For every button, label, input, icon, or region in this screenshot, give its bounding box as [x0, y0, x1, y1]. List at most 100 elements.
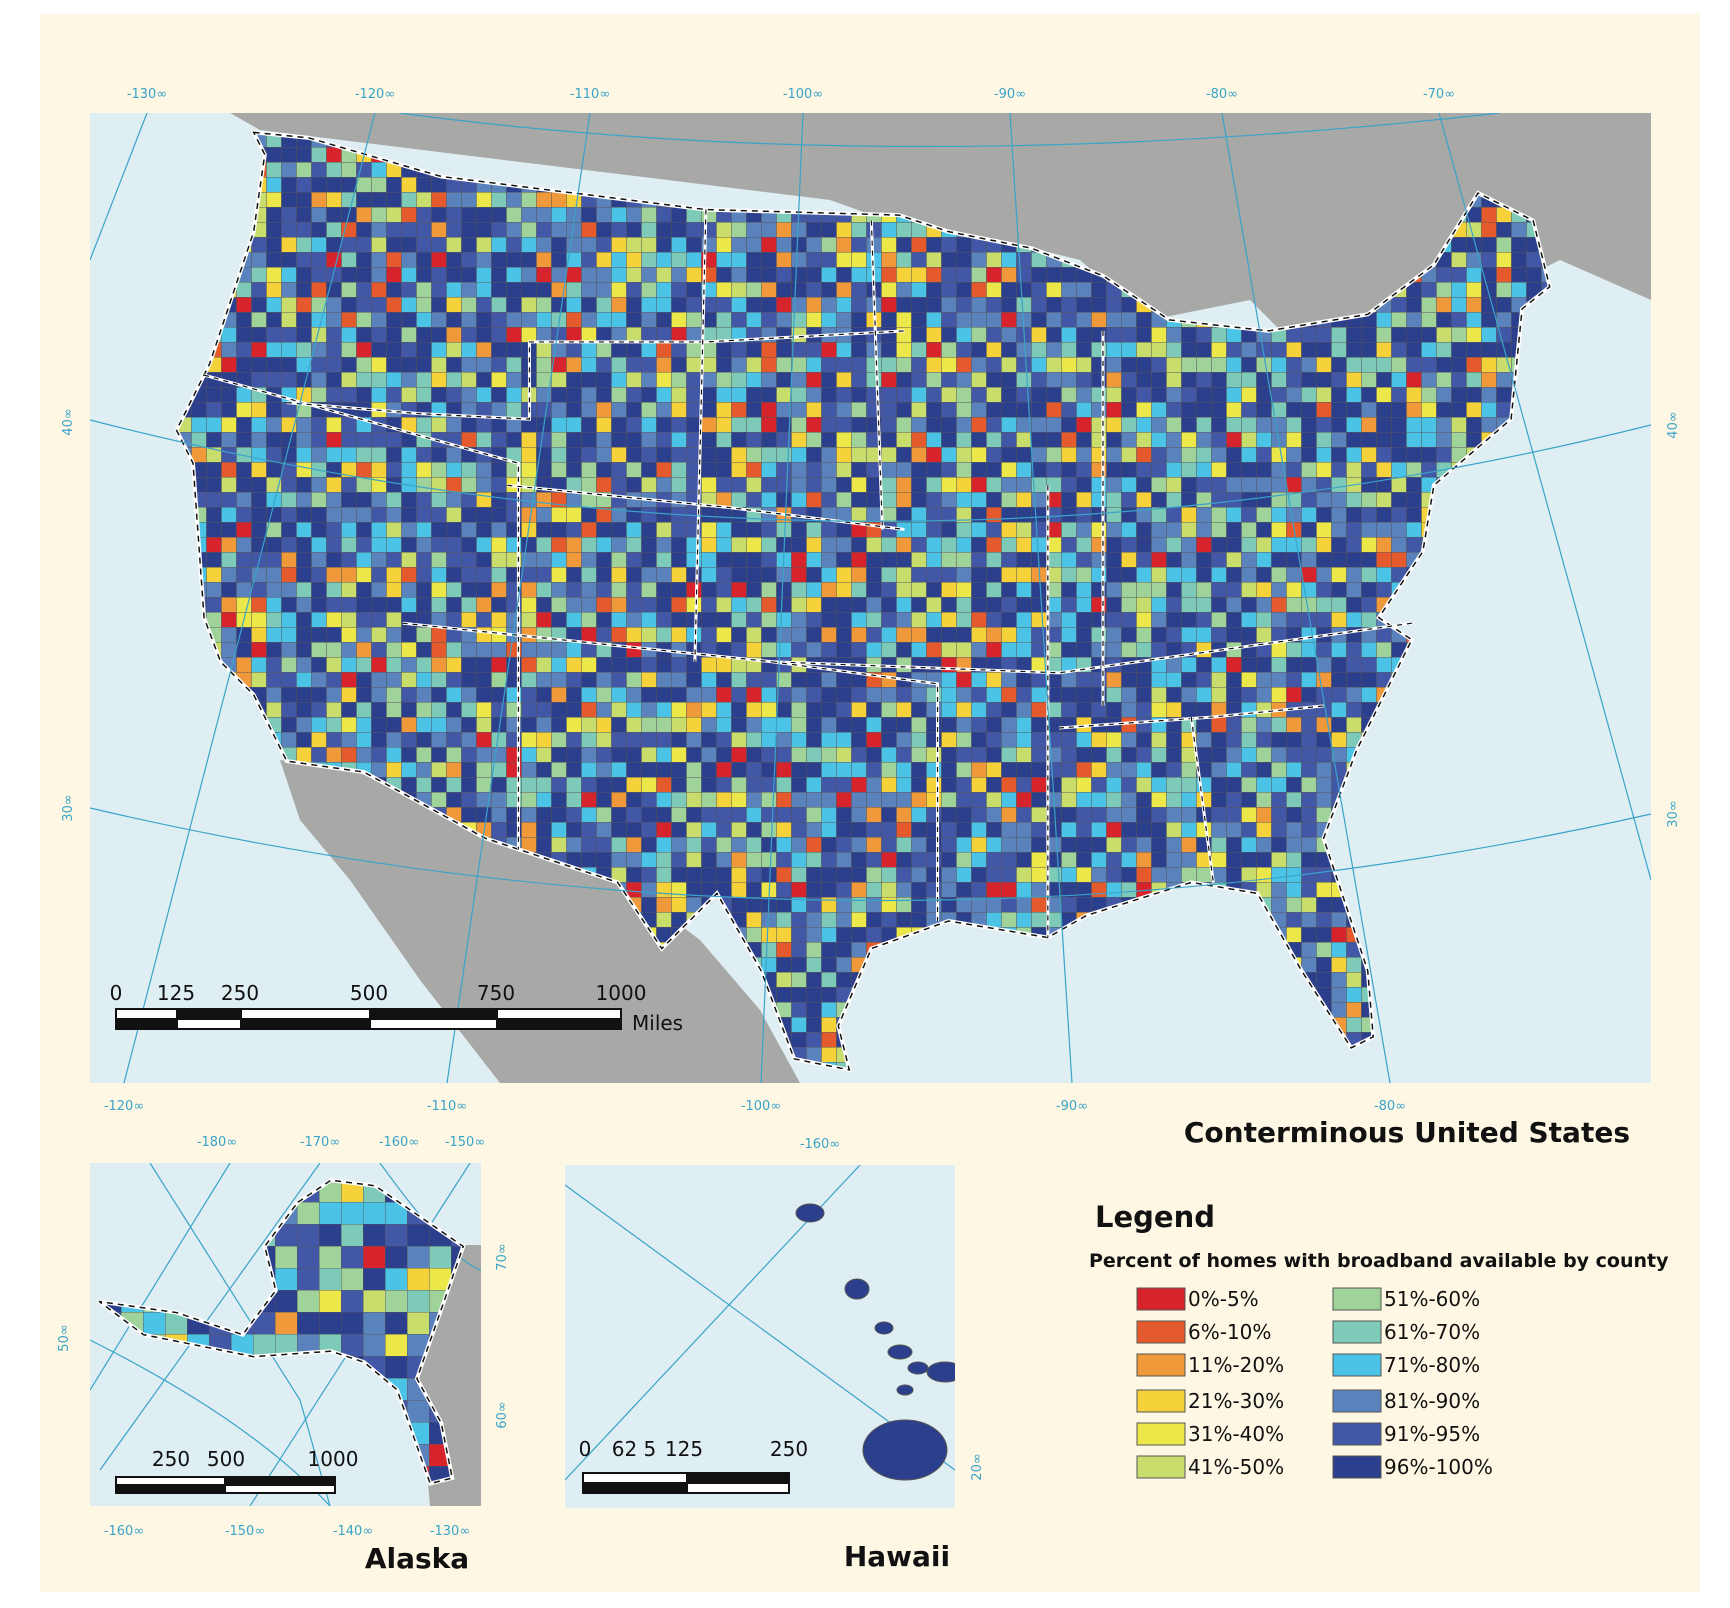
county	[1301, 507, 1317, 523]
county	[596, 747, 612, 763]
county	[911, 732, 927, 748]
county	[581, 267, 597, 283]
county	[656, 522, 672, 538]
county	[326, 252, 342, 268]
county	[416, 237, 432, 253]
county	[716, 867, 732, 883]
county	[1091, 312, 1107, 328]
county	[1376, 492, 1392, 508]
county	[836, 312, 852, 328]
county	[371, 312, 387, 328]
county	[1121, 312, 1137, 328]
county	[206, 567, 222, 583]
county	[791, 432, 807, 448]
county	[311, 417, 327, 433]
county	[731, 852, 747, 868]
county	[506, 372, 522, 388]
county	[821, 627, 837, 643]
county	[356, 672, 372, 688]
county	[1016, 582, 1032, 598]
county	[251, 417, 267, 433]
county	[446, 642, 462, 658]
county	[1031, 267, 1047, 283]
county	[1331, 567, 1347, 583]
county	[566, 762, 582, 778]
county	[791, 837, 807, 853]
county	[851, 747, 867, 763]
county	[401, 252, 417, 268]
county	[1391, 297, 1407, 313]
county	[881, 312, 897, 328]
county	[461, 762, 477, 778]
county	[1241, 747, 1257, 763]
county	[1121, 567, 1137, 583]
county	[1406, 387, 1422, 403]
county	[1331, 477, 1347, 493]
county	[821, 822, 837, 838]
county	[1001, 417, 1017, 433]
county	[851, 282, 867, 298]
county	[926, 747, 942, 763]
county	[581, 282, 597, 298]
county	[1286, 807, 1302, 823]
county	[221, 477, 237, 493]
county	[1301, 852, 1317, 868]
county	[746, 762, 762, 778]
county	[1031, 387, 1047, 403]
county	[701, 732, 717, 748]
county	[626, 222, 642, 238]
county	[386, 222, 402, 238]
county	[881, 822, 897, 838]
county	[1241, 792, 1257, 808]
county	[881, 627, 897, 643]
county	[1331, 372, 1347, 388]
county	[641, 612, 657, 628]
county	[611, 822, 627, 838]
county	[836, 852, 852, 868]
county	[1256, 657, 1272, 673]
county	[776, 762, 792, 778]
county	[536, 522, 552, 538]
county	[776, 447, 792, 463]
county	[1046, 342, 1062, 358]
county	[566, 657, 582, 673]
county	[986, 282, 1002, 298]
county	[806, 822, 822, 838]
county	[641, 582, 657, 598]
county	[371, 717, 387, 733]
county	[1076, 567, 1092, 583]
county	[386, 522, 402, 538]
county	[251, 342, 267, 358]
county	[596, 267, 612, 283]
county	[1256, 387, 1272, 403]
county	[716, 837, 732, 853]
county	[986, 627, 1002, 643]
county	[896, 252, 912, 268]
county	[956, 822, 972, 838]
county	[911, 837, 927, 853]
county	[521, 537, 537, 553]
county	[836, 462, 852, 478]
county	[1451, 312, 1467, 328]
county	[446, 237, 462, 253]
county	[806, 642, 822, 658]
county	[656, 627, 672, 643]
county	[686, 837, 702, 853]
county	[1151, 537, 1167, 553]
county	[461, 507, 477, 523]
county	[1001, 792, 1017, 808]
county	[551, 267, 567, 283]
county	[341, 597, 357, 613]
county	[1016, 567, 1032, 583]
county	[431, 567, 447, 583]
county	[1076, 312, 1092, 328]
county	[341, 672, 357, 688]
county	[311, 567, 327, 583]
county	[701, 552, 717, 568]
county	[386, 582, 402, 598]
county	[371, 252, 387, 268]
county	[716, 732, 732, 748]
county	[446, 762, 462, 778]
county	[341, 612, 357, 628]
county	[1136, 357, 1152, 373]
